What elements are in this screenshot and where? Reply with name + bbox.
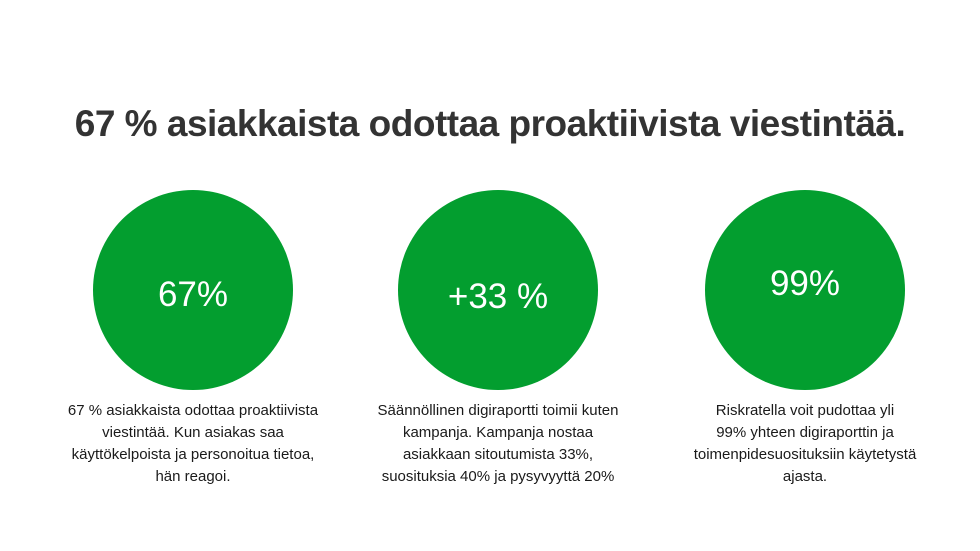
description-line: kampanja. Kampanja nostaa bbox=[402, 424, 594, 441]
description-line: 99% yhteen digiraporttin ja bbox=[716, 424, 894, 441]
description-line: viestintää. Kun asiakas saa bbox=[102, 424, 284, 441]
stat-circle: +33 % bbox=[398, 190, 598, 390]
stat-circle: 99% bbox=[705, 190, 905, 390]
description-line: toimenpidesuosituksiin käytetystä bbox=[693, 446, 917, 463]
stat-value: 67% bbox=[157, 275, 229, 314]
description-line: 67 % asiakkaista odottaa proaktiivista bbox=[67, 402, 319, 419]
description-line: hän reagoi. bbox=[155, 468, 231, 485]
description-line: ajasta. bbox=[782, 468, 828, 485]
description-line: asiakkaan sitoutumista 33%, bbox=[402, 446, 594, 463]
stat-circle: 67% bbox=[93, 190, 293, 390]
stat-description: 67 % asiakkaista odottaa proaktiivista v… bbox=[48, 400, 338, 488]
description-line: suosituksia 40% ja pysyvyyttä 20% bbox=[381, 468, 615, 485]
stat-description: Säännöllinen digiraportti toimii kuten k… bbox=[353, 400, 643, 488]
stat-value: +33 % bbox=[447, 277, 549, 316]
description-line: Riskratella voit pudottaa yli bbox=[715, 402, 895, 419]
page-headline: 67 % asiakkaista odottaa proaktiivista v… bbox=[74, 103, 906, 144]
stat-value: 99% bbox=[769, 264, 841, 303]
stat-block-engagement: +33 % Säännöllinen digiraportti toimii k… bbox=[348, 190, 648, 488]
description-line: käyttökelpoista ja personoitua tietoa, bbox=[71, 446, 315, 463]
stat-block-time-saving: 99% Riskratella voit pudottaa yli 99% yh… bbox=[655, 190, 955, 488]
description-line: Säännöllinen digiraportti toimii kuten bbox=[377, 402, 619, 419]
stat-description: Riskratella voit pudottaa yli 99% yhteen… bbox=[660, 400, 950, 488]
stat-block-customers: 67% 67 % asiakkaista odottaa proaktiivis… bbox=[43, 190, 343, 488]
